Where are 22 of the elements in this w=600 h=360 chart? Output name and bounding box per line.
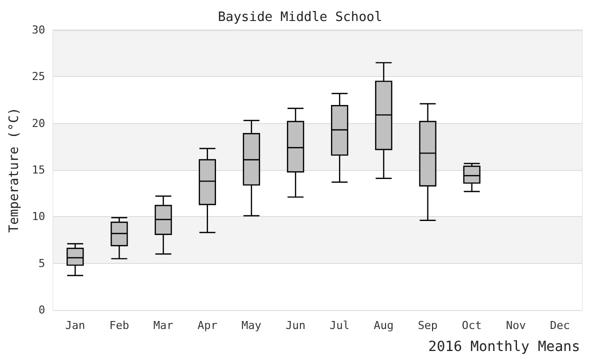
x-tick-label: Apr	[197, 319, 218, 332]
x-tick-label: Jul	[330, 319, 350, 332]
x-tick-label: Dec	[550, 319, 570, 332]
y-tick-label: 15	[32, 164, 46, 176]
y-tick-label: 5	[38, 256, 46, 270]
x-tick-label: Sep	[418, 319, 438, 332]
x-tick-label: Oct	[462, 319, 482, 332]
text: 2016 Monthly Means	[428, 339, 580, 355]
chart-title: Bayside Middle School	[218, 10, 382, 25]
x-tick-label: Mar	[153, 319, 174, 332]
x-tick-label: Feb	[109, 319, 130, 332]
x-tick-label: May	[242, 319, 262, 332]
y-tick-label: 30	[32, 24, 46, 36]
y-axis-title: Temperature (°C)	[7, 107, 22, 233]
x-tick-label: Nov	[506, 319, 526, 332]
x-tick-label: Jan	[65, 319, 86, 332]
y-tick-label: 25	[32, 70, 46, 84]
x-tick-label: Jun	[286, 319, 306, 332]
y-tick-label: 10	[32, 210, 46, 224]
y-tick-label: 0	[38, 304, 46, 316]
x-tick-label: Aug	[374, 319, 394, 332]
y-tick-label: 20	[32, 116, 46, 130]
